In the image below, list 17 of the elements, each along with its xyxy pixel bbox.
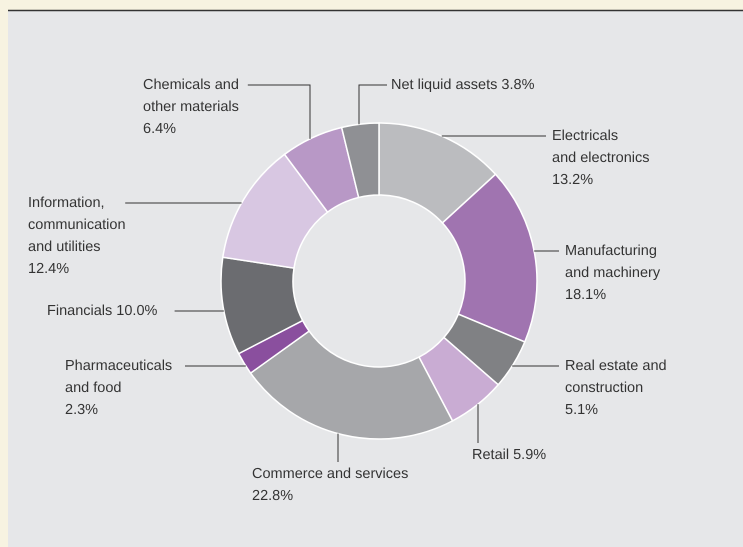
- data-label: 6.4%: [143, 121, 176, 137]
- data-label: 18.1%: [565, 287, 606, 303]
- slice-label: Information, communication and utilities: [28, 195, 126, 255]
- slice-label: Manufacturing and machinery: [565, 243, 661, 281]
- data-label: 5.1%: [565, 402, 598, 418]
- slice-label: Electricals and electronics: [552, 128, 650, 166]
- slice-label: Retail 5.9%: [472, 447, 546, 463]
- data-label: 13.2%: [552, 172, 594, 188]
- slice-label: Commerce and services: [252, 466, 408, 482]
- slice-label: Chemicals and other materials: [143, 77, 239, 115]
- slice-label: Pharmaceuticals and food: [65, 358, 172, 396]
- data-label: 22.8%: [252, 488, 294, 504]
- slice-label: Financials 10.0%: [47, 303, 158, 319]
- data-label: 12.4%: [28, 261, 70, 277]
- slice-label: Net liquid assets 3.8%: [391, 77, 535, 93]
- slice-label: Real estate and construction: [565, 358, 667, 396]
- data-label: 2.3%: [65, 402, 98, 418]
